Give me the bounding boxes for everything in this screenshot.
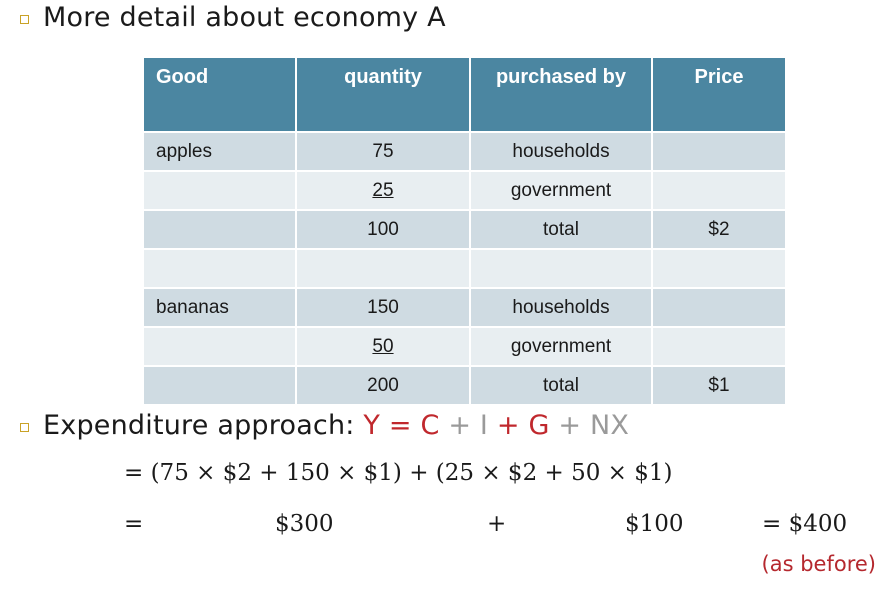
cell-price: $1: [651, 365, 787, 406]
expenditure-line: Expenditure approach: Y = C + I + G + NX: [43, 410, 629, 441]
cell-good: [142, 209, 297, 250]
square-bullet-icon: [20, 423, 29, 432]
table-row: bananas 150 households: [142, 287, 787, 328]
economy-table: Good quantity purchased by Price apples …: [142, 56, 787, 406]
cell-quantity-underlined: 50: [372, 335, 394, 357]
eq-y: Y: [363, 410, 381, 441]
cell-quantity: [295, 248, 471, 289]
math-equals: =: [124, 511, 144, 537]
cell-purchased-by: [469, 248, 653, 289]
cell-price: [651, 248, 787, 289]
math-300: $300: [275, 511, 334, 537]
cell-purchased-by: government: [469, 326, 653, 367]
bullet-expenditure-approach: Expenditure approach: Y = C + I + G + NX: [20, 410, 629, 441]
cell-price: [651, 326, 787, 367]
table-row: 50 government: [142, 326, 787, 367]
cell-good: [142, 326, 297, 367]
cell-quantity: 25: [295, 170, 471, 211]
cell-quantity-underlined: 25: [372, 179, 394, 201]
cell-quantity: 50: [295, 326, 471, 367]
cell-purchased-by: total: [469, 209, 653, 250]
cell-quantity: 75: [295, 131, 471, 172]
bullet-text: More detail about economy A: [43, 2, 446, 33]
table-row: 200 total $1: [142, 365, 787, 406]
cell-purchased-by: households: [469, 131, 653, 172]
header-quantity: quantity: [295, 56, 471, 133]
cell-quantity: 150: [295, 287, 471, 328]
math-line-1: = (75 × $2 + 150 × $1) + (25 × $2 + 50 ×…: [124, 460, 673, 486]
header-price: Price: [651, 56, 787, 133]
table-row: [142, 248, 787, 289]
square-bullet-icon: [20, 15, 29, 24]
cell-purchased-by: government: [469, 170, 653, 211]
table-row: 25 government: [142, 170, 787, 211]
cell-good: [142, 365, 297, 406]
eq-plus-1: +: [439, 410, 480, 441]
as-before-note: (as before): [761, 552, 876, 576]
math-100: $100: [625, 511, 684, 537]
cell-good: [142, 248, 297, 289]
eq-g: G: [528, 410, 550, 441]
header-purchased-by: purchased by: [469, 56, 653, 133]
cell-good: [142, 170, 297, 211]
math-plus: +: [487, 511, 507, 537]
eq-equals: =: [380, 410, 421, 441]
eq-i: I: [479, 410, 489, 441]
cell-purchased-by: households: [469, 287, 653, 328]
header-good: Good: [142, 56, 297, 133]
eq-c: C: [420, 410, 440, 441]
cell-purchased-by: total: [469, 365, 653, 406]
cell-quantity: 200: [295, 365, 471, 406]
cell-price: [651, 170, 787, 211]
table-row: apples 75 households: [142, 131, 787, 172]
cell-good: bananas: [142, 287, 297, 328]
math-total: = $400: [762, 511, 848, 537]
bullet-more-detail: More detail about economy A: [20, 2, 446, 33]
cell-price: $2: [651, 209, 787, 250]
table-row: 100 total $2: [142, 209, 787, 250]
expenditure-label: Expenditure approach:: [43, 410, 364, 441]
cell-price: [651, 287, 787, 328]
eq-plus-2: +: [488, 410, 529, 441]
table-header-row: Good quantity purchased by Price: [142, 56, 787, 133]
eq-nx: NX: [590, 410, 630, 441]
cell-price: [651, 131, 787, 172]
cell-good: apples: [142, 131, 297, 172]
eq-plus-3: +: [549, 410, 590, 441]
cell-quantity: 100: [295, 209, 471, 250]
